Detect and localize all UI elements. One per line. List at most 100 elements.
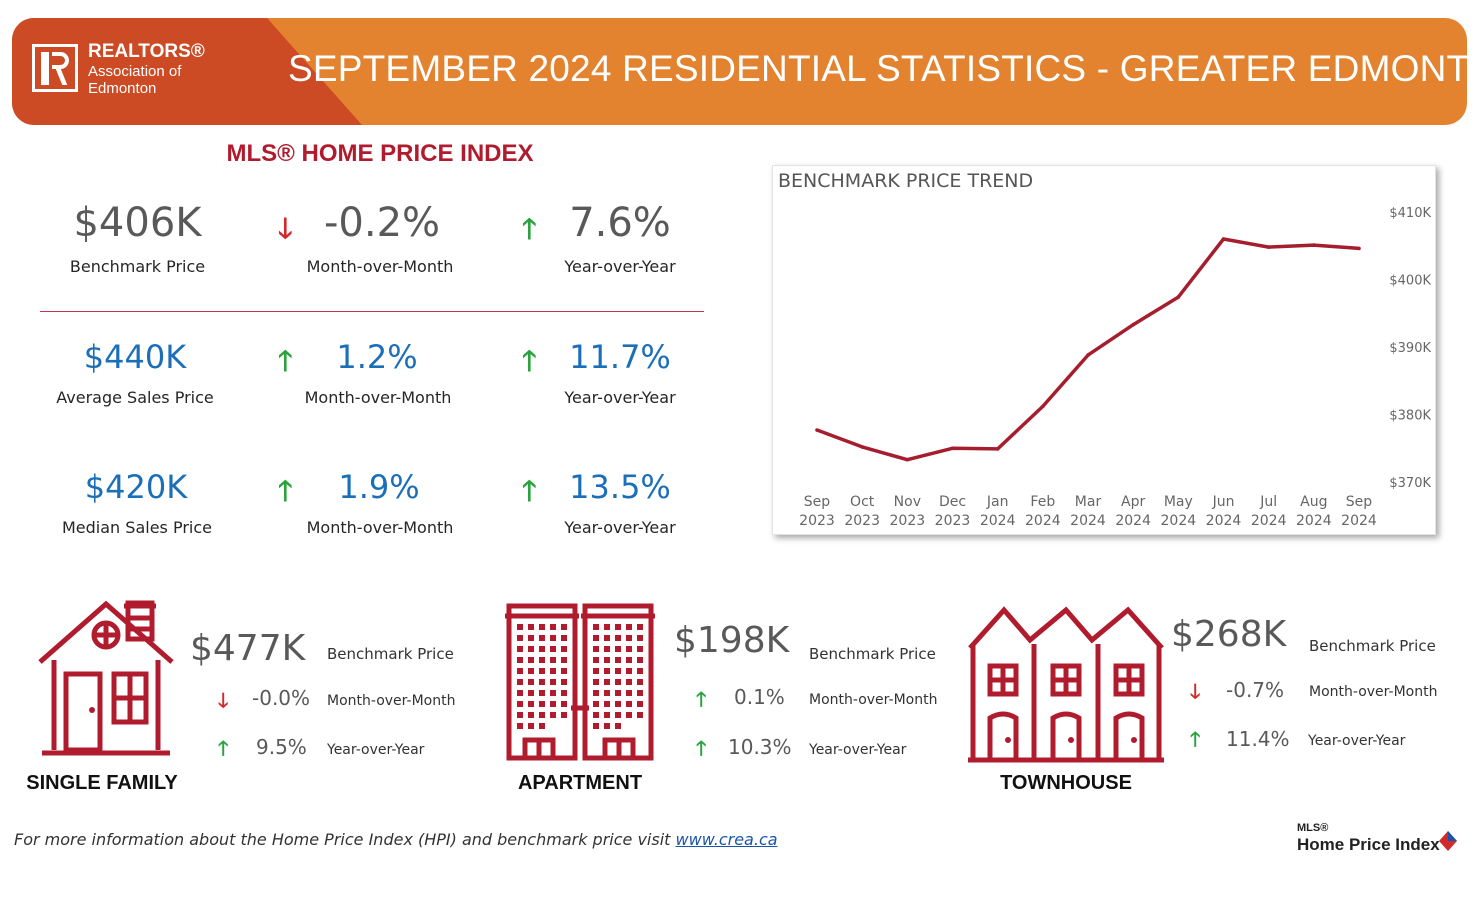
arrow-up-icon: 🡑 bbox=[218, 736, 229, 760]
average-mom-label: Month-over-Month bbox=[304, 388, 452, 407]
chart-plot: $370K $380K $390K $400K $410K Sep 2023 Oct 2023 N… bbox=[799, 206, 1431, 529]
hpi-logo-diamond-icon bbox=[1439, 831, 1457, 851]
benchmark-price-trend-chart: BENCHMARK PRICE TREND $370K $380K $390K $40… bbox=[772, 165, 1436, 535]
x-tick-label: Jun bbox=[1212, 494, 1235, 510]
single-family-label: SINGLE FAMILY bbox=[26, 772, 178, 794]
header-banner: REALTORS® Association of Edmonton SEPTEM… bbox=[12, 18, 1467, 125]
x-tick-label: 2024 bbox=[1296, 513, 1332, 529]
arrow-up-icon: 🡑 bbox=[278, 344, 293, 377]
single-family-benchmark-label: Benchmark Price bbox=[327, 645, 454, 663]
townhouse-mom-label: Month-over-Month bbox=[1309, 684, 1438, 700]
benchmark-yoy-value: 7.6% bbox=[569, 200, 671, 246]
y-tick-label: $370K bbox=[1389, 476, 1431, 491]
benchmark-price-label: Benchmark Price bbox=[69, 257, 206, 276]
x-tick-label: 2024 bbox=[1206, 513, 1242, 529]
townhouse-yoy-label: Year-over-Year bbox=[1308, 733, 1406, 749]
benchmark-price-value: $406K bbox=[73, 200, 202, 246]
x-tick-label: Sep bbox=[1346, 494, 1373, 510]
house-icon bbox=[38, 600, 174, 756]
average-yoy-value: 11.7% bbox=[569, 338, 671, 376]
x-tick-label: Oct bbox=[850, 494, 875, 510]
arrow-down-icon: 🡓 bbox=[278, 212, 293, 245]
logo-line-2: Association of bbox=[88, 63, 182, 80]
x-tick-label: 2024 bbox=[1115, 513, 1151, 529]
data-point bbox=[1266, 245, 1271, 249]
arrow-up-icon: 🡑 bbox=[522, 344, 537, 377]
townhouse-yoy-value: 11.4% bbox=[1226, 727, 1290, 751]
mls-logo-small-text: MLS® bbox=[1297, 822, 1329, 834]
apartment-mom-label: Month-over-Month bbox=[809, 692, 938, 708]
apartment-label: APARTMENT bbox=[517, 772, 643, 794]
average-price-value: $440K bbox=[83, 338, 187, 376]
crea-link[interactable]: www.crea.ca bbox=[675, 830, 778, 849]
apartment-benchmark-label: Benchmark Price bbox=[809, 645, 936, 663]
x-tick-label: 2024 bbox=[1025, 513, 1061, 529]
median-yoy-value: 13.5% bbox=[569, 468, 671, 506]
x-tick-label: Aug bbox=[1300, 494, 1327, 510]
data-point bbox=[1041, 404, 1045, 409]
median-price-value: $420K bbox=[84, 468, 188, 506]
arrow-up-icon: 🡑 bbox=[1190, 727, 1201, 751]
chart-title: BENCHMARK PRICE TREND bbox=[778, 170, 1034, 192]
x-tick-label: Jul bbox=[1259, 494, 1277, 510]
data-point bbox=[1221, 237, 1226, 241]
single-family-mom-label: Month-over-Month bbox=[327, 693, 456, 709]
arrow-up-icon: 🡑 bbox=[696, 736, 707, 760]
section-divider bbox=[40, 311, 704, 312]
arrow-down-icon: 🡓 bbox=[218, 688, 229, 712]
townhouse-value: $268K bbox=[1171, 614, 1287, 655]
apartment-value: $198K bbox=[674, 620, 790, 661]
data-point bbox=[950, 446, 955, 451]
y-tick-label: $400K bbox=[1389, 274, 1431, 289]
x-tick-label: Jan bbox=[986, 494, 1009, 510]
arrow-up-icon: 🡑 bbox=[522, 212, 537, 245]
townhouse-label: TOWNHOUSE bbox=[1000, 772, 1132, 794]
x-tick-label: 2023 bbox=[935, 513, 971, 529]
x-tick-label: 2023 bbox=[799, 513, 835, 529]
footer-note-text: For more information about the Home Pric… bbox=[14, 830, 676, 849]
arrow-down-icon: 🡓 bbox=[1190, 679, 1201, 703]
benchmark-yoy-label: Year-over-Year bbox=[564, 257, 676, 276]
logo-line-3: Edmonton bbox=[88, 80, 157, 97]
data-point bbox=[1086, 353, 1090, 357]
mls-hpi-logo-text: Home Price Index bbox=[1297, 835, 1440, 854]
x-tick-label: May bbox=[1164, 494, 1193, 510]
footer-note: For more information about the Home Pric… bbox=[14, 830, 778, 849]
apartment-icon bbox=[505, 603, 655, 761]
y-tick-label: $380K bbox=[1389, 409, 1431, 424]
x-tick-label: Mar bbox=[1075, 494, 1102, 510]
data-point bbox=[860, 445, 864, 449]
benchmark-mom-label: Month-over-Month bbox=[306, 257, 454, 276]
x-tick-label: 2024 bbox=[1070, 513, 1106, 529]
x-tick-label: Nov bbox=[894, 494, 921, 510]
single-family-yoy-value: 9.5% bbox=[256, 735, 307, 759]
x-tick-label: 2023 bbox=[890, 513, 926, 529]
x-tick-label: 2024 bbox=[1251, 513, 1287, 529]
series-line-benchmark-price bbox=[816, 237, 1360, 462]
apartment-mom-value: 0.1% bbox=[734, 685, 785, 709]
single-family-mom-value: -0.0% bbox=[252, 686, 311, 710]
single-family-value: $477K bbox=[190, 628, 306, 669]
arrow-up-icon: 🡑 bbox=[278, 474, 293, 507]
data-point bbox=[1357, 246, 1361, 251]
data-point bbox=[1312, 243, 1316, 247]
logo-line-1: REALTORS® bbox=[88, 41, 205, 62]
data-point bbox=[995, 447, 1000, 451]
realtors-logo-icon bbox=[32, 44, 78, 92]
median-yoy-label: Year-over-Year bbox=[564, 518, 676, 537]
page-title: SEPTEMBER 2024 RESIDENTIAL STATISTICS - … bbox=[288, 48, 1467, 89]
average-mom-value: 1.2% bbox=[336, 338, 418, 376]
townhouse-benchmark-label: Benchmark Price bbox=[1309, 637, 1436, 655]
data-point bbox=[905, 457, 910, 462]
hpi-section-title: MLS® HOME PRICE INDEX bbox=[226, 140, 534, 167]
mls-hpi-logo: Home Price Index bbox=[1297, 835, 1440, 855]
y-tick-label: $410K bbox=[1389, 206, 1431, 221]
apartment-yoy-value: 10.3% bbox=[728, 735, 792, 759]
x-tick-label: 2024 bbox=[980, 513, 1016, 529]
median-price-label: Median Sales Price bbox=[62, 518, 212, 537]
average-yoy-label: Year-over-Year bbox=[564, 388, 676, 407]
single-family-yoy-label: Year-over-Year bbox=[327, 742, 425, 758]
apartment-yoy-label: Year-over-Year bbox=[809, 742, 907, 758]
townhouse-icon bbox=[968, 606, 1164, 763]
x-tick-label: Feb bbox=[1030, 494, 1055, 510]
